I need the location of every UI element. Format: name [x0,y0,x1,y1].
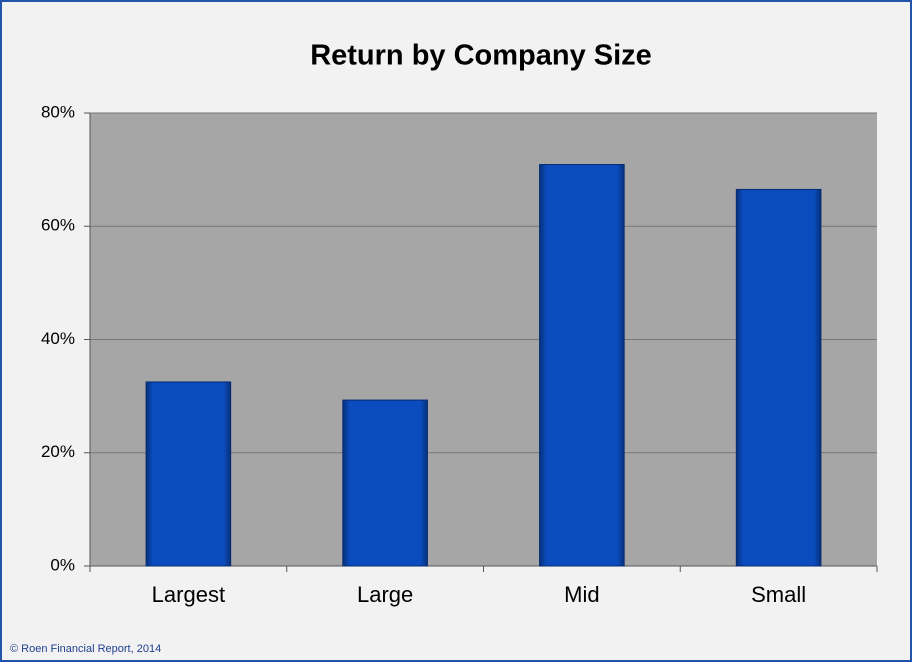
bar [735,188,822,567]
x-tick-label: Mid [564,582,599,607]
y-tick-label: 20% [41,442,75,461]
y-tick-label: 80% [41,102,75,121]
x-tick-label: Largest [152,582,225,607]
bar [145,381,232,567]
y-tick-label: 40% [41,329,75,348]
y-tick-label: 60% [41,216,75,235]
y-tick-label: 0% [50,555,75,574]
x-tick-label: Small [751,582,806,607]
bar [539,164,625,567]
source-note: © Roen Financial Report, 2014 [10,643,161,655]
bar [342,399,428,567]
chart-title: Return by Company Size [310,40,652,72]
x-tick-label: Large [357,582,413,607]
